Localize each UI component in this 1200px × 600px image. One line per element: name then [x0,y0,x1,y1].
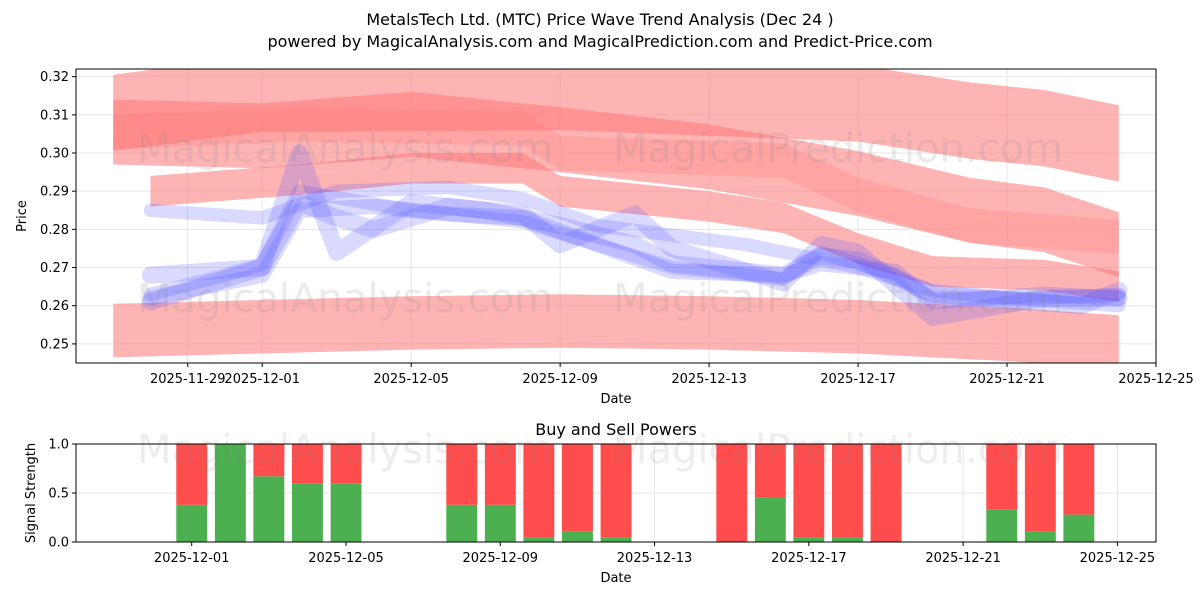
signal-chart: Buy and Sell Powers MagicalAnalysis.com … [24,420,1157,586]
price-xtick-label: 2025-12-09 [522,372,598,387]
price-ylabel: Price [15,200,30,232]
price-xtick-label: 2025-12-05 [373,372,449,387]
signal-xtick-label: 2025-12-17 [771,551,847,566]
sell-bar [292,444,323,484]
buy-bar [292,483,323,542]
buy-bar [484,504,516,542]
buy-bar [832,537,863,542]
buy-bar [523,537,555,542]
signal-xtick-label: 2025-12-13 [617,551,693,566]
signal-xtick-label: 2025-12-09 [463,551,539,566]
sell-bar [793,444,825,538]
price-ytick-label: 0.30 [40,147,69,162]
buy-bar [600,537,632,542]
sell-bar [870,444,902,542]
blue-wave-band [143,180,1126,313]
signal-ytick-label: 0.5 [48,487,69,502]
buy-bar [176,504,208,542]
price-ytick-label: 0.32 [40,70,69,85]
sell-bar [754,444,786,498]
price-watermarks: MagicalAnalysis.com MagicalPrediction.co… [137,126,1063,322]
price-chart: MagicalAnalysis.com MagicalPrediction.co… [15,68,1194,407]
watermark-analysis-bottom: MagicalAnalysis.com [137,427,553,473]
buy-bar [1024,531,1056,542]
sell-bar [176,444,208,505]
red-wave-band [113,91,1119,278]
price-xtick-label: 2025-12-21 [969,372,1045,387]
price-xtick-label: 2025-12-17 [820,372,896,387]
signal-bars [176,444,1095,542]
signal-xtick-label: 2025-12-01 [154,551,230,566]
chart-subtitle: powered by MagicalAnalysis.com and Magic… [267,32,932,51]
sell-bar [484,444,516,505]
price-ytick-label: 0.31 [40,108,69,123]
signal-ytick-label: 1.0 [48,438,69,453]
price-ytick-label: 0.26 [40,299,69,314]
sell-bar [1024,444,1056,532]
buy-bar [446,504,478,542]
watermark-analysis-top: MagicalAnalysis.com [137,126,553,172]
sell-bar [600,444,632,538]
sell-bar [253,444,285,477]
signal-xtick-label: 2025-12-25 [1080,551,1156,566]
signal-ytick-label: 0.0 [48,536,69,551]
blue-wave-band [143,184,1126,305]
sell-bar [832,444,863,538]
buy-bar [562,531,593,542]
red-wave-band [150,153,1119,302]
watermark-analysis-mid: MagicalAnalysis.com [137,276,553,322]
price-ytick-label: 0.25 [40,337,69,352]
sell-bar [986,444,1018,510]
sell-bar [716,444,748,542]
buy-bar [253,476,285,542]
chart-title: MetalsTech Ltd. (MTC) Price Wave Trend A… [366,10,833,29]
buy-bar [986,509,1018,542]
price-ytick-label: 0.29 [40,185,69,200]
red-wave-band [113,107,1119,255]
price-xlabel: Date [600,392,631,407]
signal-xtick-label: 2025-12-21 [925,551,1001,566]
price-xtick-label: 2025-12-01 [224,372,300,387]
signal-ylabel: Signal Strength [24,443,39,543]
buy-bar [330,483,362,542]
price-plot-frame [75,68,1157,364]
buy-bar [754,497,786,542]
blue-wave-band [142,198,1127,310]
blue-wave-band [141,144,1128,315]
signal-axes: 2025-12-01 2025-12-05 2025-12-09 2025-12-13… [48,438,1155,567]
price-xtick-label: 2025-11-29 [150,372,226,387]
signal-watermarks: MagicalAnalysis.com MagicalPrediction.co… [137,427,1063,473]
red-wave-band [113,294,1119,363]
buy-bar [214,444,246,542]
watermark-prediction-top: MagicalPrediction.com [613,126,1063,172]
signal-xlabel: Date [600,571,631,586]
price-xtick-label: 2025-12-25 [1118,372,1194,387]
watermark-prediction-mid: MagicalPrediction.com [613,276,1063,322]
sell-bar [1063,444,1095,515]
watermark-prediction-bottom: MagicalPrediction.com [613,427,1063,473]
sell-bar [330,444,362,484]
price-waves [113,69,1128,363]
buy-bar [1063,514,1095,542]
signal-xtick-label: 2025-12-05 [308,551,384,566]
sell-bar [523,444,555,538]
sell-bar [446,444,478,505]
buy-bar [793,537,825,542]
price-ytick-label: 0.28 [40,223,69,238]
sell-bar [562,444,593,532]
price-ytick-label: 0.27 [40,261,69,276]
blue-wave-band [141,194,1128,326]
signal-title: Buy and Sell Powers [535,420,697,439]
price-xtick-label: 2025-12-13 [671,372,747,387]
